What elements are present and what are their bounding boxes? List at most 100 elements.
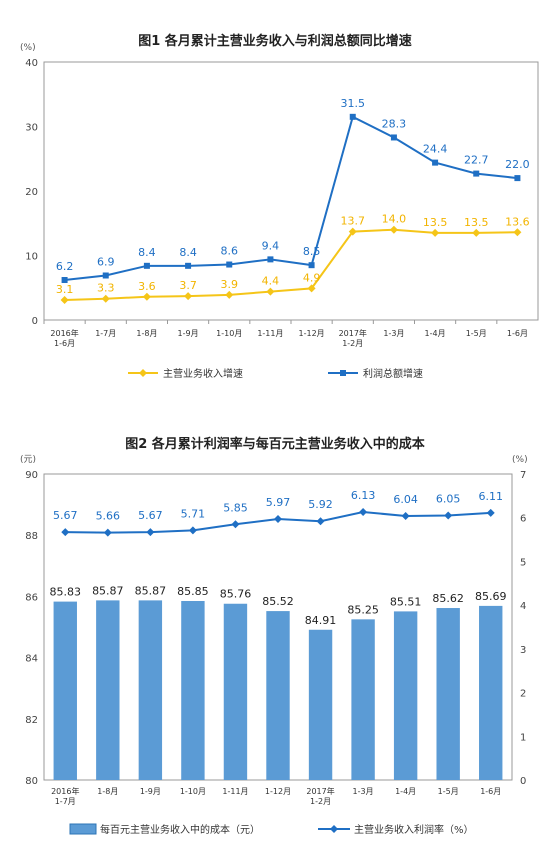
chart1-x-tick: 2017年 1-2月 (339, 328, 367, 348)
chart2-bar-label: 85.51 (390, 595, 422, 608)
chart2-y-tick-left: 90 (25, 470, 38, 481)
chart1-point (143, 262, 150, 269)
chart1-x-tick: 1-7月 (95, 329, 116, 338)
chart1-data-label: 3.7 (179, 279, 197, 292)
chart1-point (61, 277, 68, 284)
chart1-point (102, 272, 109, 279)
chart2-bar-label: 85.85 (177, 585, 209, 598)
chart1-data-label: 8.4 (138, 246, 156, 259)
chart2-line-label: 5.97 (266, 496, 291, 509)
chart1-data-label: 14.0 (382, 213, 407, 226)
chart1-x-tick: 2016年 1-6月 (50, 328, 78, 348)
chart1-plot-frame (43, 61, 539, 321)
chart2-bar-label: 85.69 (475, 590, 507, 603)
chart1-y-tick: 30 (25, 123, 38, 134)
chart1-point (514, 175, 521, 182)
chart1-y-tick: 10 (25, 252, 38, 263)
chart2-legend-label-cost: 每百元主营业务收入中的成本（元） (100, 823, 260, 836)
chart1-point (101, 294, 110, 303)
chart1-legend-label-revenue: 主营业务收入增速 (163, 367, 243, 380)
chart2-line-label: 5.85 (223, 501, 248, 514)
chart2-line-point (444, 511, 453, 520)
chart2-y-tick-left: 84 (25, 654, 38, 665)
chart2-bar-label: 85.83 (50, 586, 82, 599)
chart1-x-tick: 1-4月 (425, 329, 446, 338)
chart2-y-unit-left: (元) (20, 455, 36, 465)
chart2-x-tick: 1-6月 (480, 787, 501, 796)
chart1-point (267, 256, 274, 263)
chart1-point (472, 228, 481, 237)
chart1-data-label: 22.7 (464, 154, 489, 167)
chart2-y-tick-right: 7 (520, 470, 526, 481)
chart1-point (390, 134, 397, 141)
chart2-legend-bar-swatch (69, 823, 97, 835)
chart2-series: 85.83 85.87 85.87 85.85 85.76 85.52 84.91 85.25… (50, 489, 507, 780)
chart1-point (349, 113, 356, 120)
chart1-data-label: 8.4 (179, 246, 197, 259)
chart1-data-label: 13.5 (464, 216, 489, 229)
chart2-bar (351, 619, 375, 780)
chart2-legend-line-marker (330, 825, 338, 833)
chart1-axes: 0 10 20 30 40 2016年 1-6月 1-7月 1-8月 1-9月 1-10月 1-11月… (25, 58, 528, 348)
chart1-series-line (64, 228, 518, 302)
chart1-x-tick: 1-9月 (178, 329, 199, 338)
chart2-line-label: 6.13 (351, 489, 376, 502)
chart1-x-tick: 1-5月 (466, 329, 487, 338)
chart1-data-label: 31.5 (341, 97, 366, 110)
chart2-x-tick: 2016年 1-7月 (51, 786, 79, 806)
chart1-y-tick: 40 (25, 58, 38, 69)
chart1-y-unit: (%) (20, 43, 36, 53)
chart1-point (185, 262, 192, 269)
chart2-bar (53, 601, 77, 780)
chart1-legend: 主营业务收入增速 利润总额增速 (128, 367, 423, 380)
chart2-axes: 80 82 84 86 88 90 0 1 2 3 4 5 6 7 2016年 1-7月 1-8月 1-9月 1-1… (25, 470, 526, 806)
chart1-series-line (64, 115, 518, 282)
chart2-x-tick: 1-11月 (222, 787, 248, 796)
chart2-bar-label: 85.52 (262, 595, 294, 608)
chart1-point (142, 292, 151, 301)
chart1-point (266, 287, 275, 296)
chart1-data-label: 3.6 (138, 280, 156, 293)
chart2-line-point (486, 508, 495, 517)
chart2-line-point (359, 508, 368, 517)
chart1-point (60, 296, 69, 305)
chart1-data-label: 24.4 (423, 143, 448, 156)
chart1-legend-marker-revenue (139, 369, 147, 377)
chart2-bar (479, 605, 503, 780)
chart1-data-label: 3.3 (97, 282, 115, 295)
chart2-line-point (231, 520, 240, 529)
chart1-point (513, 228, 522, 237)
chart2-y-tick-right: 5 (520, 557, 526, 568)
chart2-y-tick-right: 4 (520, 601, 526, 612)
chart2-x-tick: 1-9月 (140, 787, 161, 796)
chart1-point (432, 159, 439, 166)
chart2-y-tick-right: 0 (520, 776, 526, 787)
chart2-y-tick-right: 2 (520, 689, 526, 700)
chart1-x-tick: 1-12月 (299, 329, 325, 338)
chart2-y-tick-left: 86 (25, 592, 38, 603)
chart2-bar-label: 85.87 (92, 584, 124, 597)
chart2-bar-label: 85.87 (135, 584, 167, 597)
chart2-line-label: 5.67 (138, 509, 163, 522)
chart1-data-label: 4.4 (262, 275, 280, 288)
chart1-data-label: 13.5 (423, 216, 448, 229)
chart1-x-tick: 1-11月 (257, 329, 283, 338)
chart2-y-tick-right: 1 (520, 732, 526, 743)
chart2-line-label: 5.71 (181, 507, 206, 520)
chart2-bar (138, 600, 163, 780)
chart2-bar (393, 611, 418, 780)
chart1-data-label: 13.7 (341, 215, 366, 228)
chart2-line-label: 6.05 (436, 493, 461, 506)
chart2-x-tick: 1-3月 (353, 787, 374, 796)
chart1-data-label: 22.0 (505, 158, 530, 171)
chart2-bar-label: 84.91 (305, 614, 337, 627)
chart1-data-label: 4.9 (303, 271, 321, 284)
chart2-line-point (401, 511, 410, 520)
chart1-point (348, 227, 357, 236)
chart1-data-label: 6.2 (56, 260, 74, 273)
chart1-point (431, 228, 440, 237)
chart2-line-point (146, 528, 155, 537)
chart2-y-tick-left: 82 (25, 715, 38, 726)
chart2-bar (436, 608, 460, 780)
